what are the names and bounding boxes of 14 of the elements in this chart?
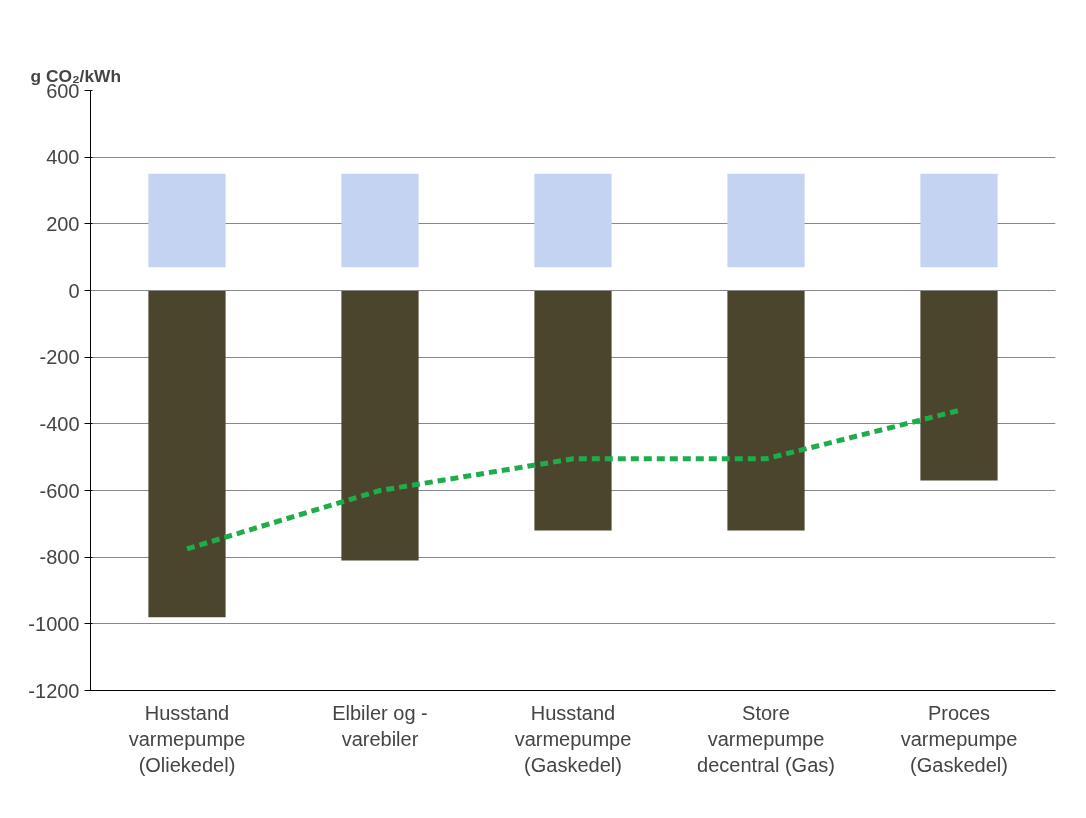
x-tick-label: Store varmepumpe decentral (Gas) [697, 701, 835, 777]
y-tick-label: -1200 [28, 679, 80, 702]
y-tick-label: -200 [39, 346, 80, 369]
y-tick-label: 400 [46, 146, 80, 169]
y-tick-label: 200 [46, 212, 80, 235]
x-tick-label: Husstand varmepumpe (Oliekedel) [128, 701, 246, 777]
y-tick-label: -800 [39, 546, 80, 569]
x-tick-label: Husstand varmepumpe (Gaskedel) [514, 701, 632, 777]
x-tick-label: Elbiler og - varebiler [332, 701, 428, 750]
y-tick-label: 0 [68, 279, 80, 302]
y-tick-label: -600 [39, 479, 80, 502]
x-tick-label: Proces varmepumpe (Gaskedel) [900, 701, 1018, 777]
y-tick-label: -1000 [28, 612, 80, 635]
y-tick-label: -400 [39, 412, 80, 435]
